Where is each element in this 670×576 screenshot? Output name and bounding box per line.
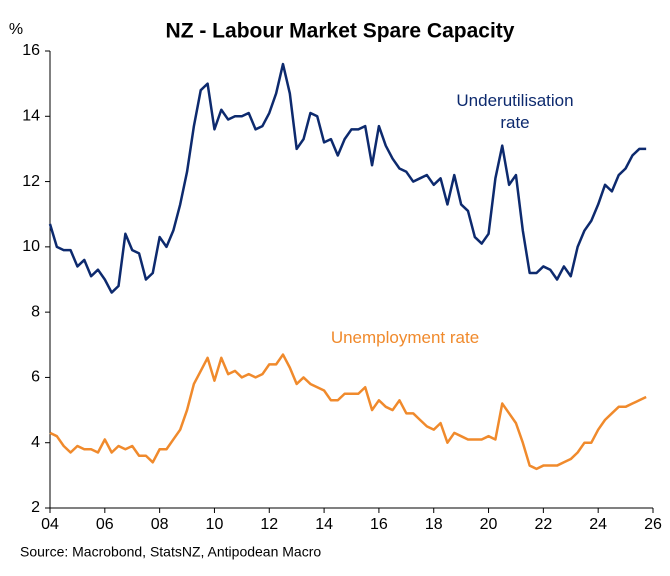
source-note: Source: Macrobond, StatsNZ, Antipodean M…: [20, 544, 321, 560]
x-tick-label: 04: [41, 516, 59, 533]
x-tick-label: 06: [96, 516, 114, 533]
x-tick-label: 14: [315, 516, 333, 533]
y-tick-label: 2: [31, 499, 40, 516]
x-tick-label: 24: [589, 516, 607, 533]
y-axis-label: %: [9, 21, 23, 38]
x-tick-label: 08: [151, 516, 169, 533]
y-tick-label: 14: [22, 108, 40, 125]
y-tick-label: 4: [31, 434, 40, 451]
x-tick-label: 26: [644, 516, 662, 533]
data-line: [48, 62, 647, 294]
chart-title: NZ - Labour Market Spare Capacity: [166, 20, 515, 43]
x-tick-label: 20: [480, 516, 498, 533]
y-tick-label: 12: [22, 173, 40, 190]
series-label: Unemployment rate: [330, 328, 480, 347]
series-label: Underutilisation rate: [456, 91, 574, 132]
x-tick-label: 18: [425, 516, 443, 533]
x-tick-label: 10: [206, 516, 224, 533]
x-tick-label: 22: [534, 516, 552, 533]
data-line: [49, 353, 647, 471]
y-tick-label: 16: [22, 42, 40, 59]
x-tick-label: 12: [260, 516, 278, 533]
y-tick-label: 8: [31, 303, 40, 320]
y-tick-label: 6: [31, 369, 40, 386]
x-tick-label: 16: [370, 516, 388, 533]
y-tick-label: 10: [22, 238, 40, 255]
